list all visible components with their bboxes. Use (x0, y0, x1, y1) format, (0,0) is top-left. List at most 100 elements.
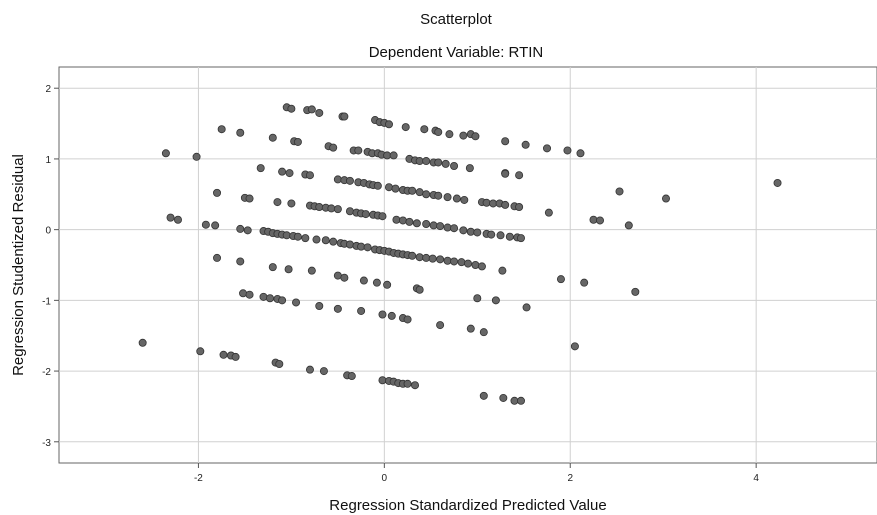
scatter-point (452, 194, 461, 203)
scatter-point (615, 187, 624, 196)
scatter-point (436, 255, 445, 264)
scatter-point (460, 195, 469, 204)
scatter-point (278, 296, 287, 305)
scatter-point (443, 193, 452, 202)
scatter-point (463, 259, 472, 268)
scatter-point (327, 204, 336, 213)
scatter-point (436, 321, 445, 330)
scatter-point (479, 391, 488, 400)
scatter-point (405, 217, 414, 226)
scatter-point (236, 224, 245, 233)
scatter-point (457, 258, 466, 267)
scatter-point (563, 146, 572, 155)
scatter-point (543, 144, 552, 153)
scatter-point (516, 396, 525, 405)
scatter-point (363, 243, 372, 252)
scatter-point (333, 205, 342, 214)
scatter-point (491, 296, 500, 305)
scatter-point (345, 240, 354, 249)
scatter-point (301, 234, 310, 243)
scatter-point (383, 280, 392, 289)
scatter-point (516, 234, 525, 243)
scatter-point (357, 242, 366, 251)
scatter-point (624, 221, 633, 230)
scatter-point (391, 184, 400, 193)
scatter-point (428, 254, 437, 263)
scatter-point (278, 167, 287, 176)
scatter-point (521, 140, 530, 149)
scatter-point (245, 290, 254, 299)
scatter-point (361, 210, 370, 219)
scatter-point (415, 253, 424, 262)
scatter-point (522, 303, 531, 312)
scatter-point (422, 253, 431, 262)
scatter-point (498, 266, 507, 275)
x-tick-label: 0 (382, 473, 388, 484)
scatter-point (333, 304, 342, 313)
scatter-point (420, 125, 429, 134)
scatter-point (378, 310, 387, 319)
scatter-point (544, 208, 553, 217)
scatter-point (347, 372, 356, 381)
scatter-point (345, 207, 354, 216)
scatter-point (515, 171, 524, 180)
scatter-point (268, 263, 277, 272)
scatter-point (450, 161, 459, 170)
scatter-point (479, 328, 488, 337)
scatter-point (434, 191, 443, 200)
x-axis-label: Regression Standardized Predicted Value (329, 497, 606, 514)
scatter-point (293, 137, 302, 146)
chart-subtitle: Dependent Variable: RTIN (369, 44, 544, 61)
scatter-point (556, 275, 565, 284)
scatter-point (466, 227, 475, 236)
x-tick-label: 2 (567, 473, 573, 484)
scatter-point (501, 169, 510, 178)
scatter-point (315, 203, 324, 212)
scatter-point (389, 151, 398, 160)
scatter-point (287, 199, 296, 208)
scatter-point (359, 276, 368, 285)
scatter-point (392, 215, 401, 224)
scatter-point (429, 221, 438, 230)
scatter-point (580, 278, 589, 287)
scatter-point (443, 256, 452, 265)
scatter-point (345, 176, 354, 185)
scatter-point (236, 257, 245, 266)
scatter-point (378, 212, 387, 221)
scatter-point (501, 200, 510, 209)
scatter-point (217, 125, 226, 134)
scatter-point (305, 365, 314, 374)
scatter-point (570, 342, 579, 351)
scatter-point (213, 253, 222, 262)
scatter-point (466, 324, 475, 333)
scatter-point (284, 265, 293, 274)
scatter-point (408, 251, 417, 260)
scatter-point (403, 379, 412, 388)
scatter-point (403, 315, 412, 324)
scatter-point (259, 292, 268, 301)
scatter-point (321, 236, 330, 245)
scatter-point (275, 359, 284, 368)
x-tick-label: -2 (194, 473, 203, 484)
scatter-point (373, 181, 382, 190)
scatter-point (436, 222, 445, 231)
scatter-point (384, 120, 393, 129)
scatter-point (378, 376, 387, 385)
scatter-point (201, 220, 210, 229)
scatter-point (505, 232, 514, 241)
scatter-point (256, 164, 265, 173)
scatter-point (661, 194, 670, 203)
y-tick-label: 0 (45, 226, 51, 237)
scatter-point (307, 105, 316, 114)
scatter-point (471, 132, 480, 141)
scatter-point (329, 237, 338, 246)
scatter-point (173, 215, 182, 224)
scatter-point (482, 198, 491, 207)
axis-ticks: -2 0 2 4 -3 -2 -1 0 1 2 (42, 84, 759, 484)
scatter-point (357, 306, 366, 315)
scatter-point (307, 266, 316, 275)
scatter-point (287, 104, 296, 113)
scatter-point (372, 278, 381, 287)
scatter-point (471, 260, 480, 269)
